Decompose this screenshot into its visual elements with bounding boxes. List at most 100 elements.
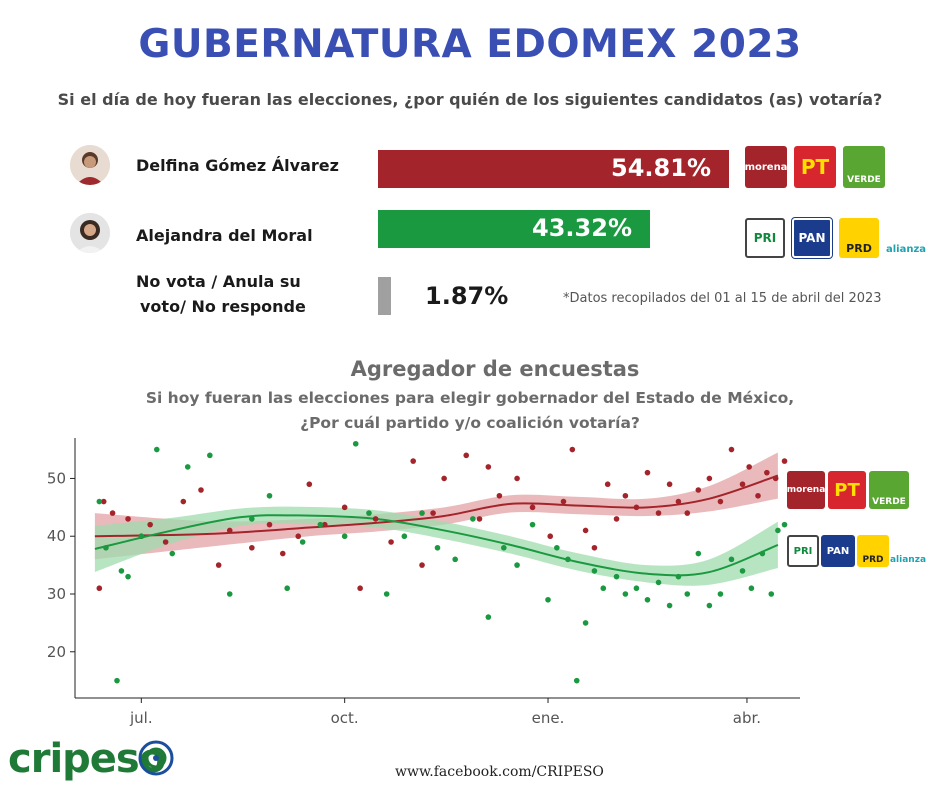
verde-logo-icon: VERDE xyxy=(869,471,909,509)
data-point xyxy=(675,498,682,505)
data-point xyxy=(434,544,441,551)
data-point xyxy=(775,527,781,534)
data-point xyxy=(138,533,145,540)
data-point xyxy=(103,544,109,551)
data-point xyxy=(666,481,673,488)
data-point xyxy=(125,516,131,522)
data-point xyxy=(717,498,724,505)
data-point xyxy=(591,544,598,551)
data-point xyxy=(746,464,752,470)
data-point xyxy=(266,521,273,528)
data-point xyxy=(147,521,153,528)
data-point xyxy=(706,475,713,482)
data-point xyxy=(565,556,571,563)
morena-logo-icon: morena xyxy=(787,471,825,509)
data-point xyxy=(633,504,640,511)
data-point xyxy=(644,596,651,603)
trend-line xyxy=(94,474,779,538)
data-point xyxy=(169,550,176,557)
data-point xyxy=(463,452,470,459)
data-point xyxy=(781,458,788,464)
x-tick-label: ene. xyxy=(532,709,565,727)
x-tick-label: oct. xyxy=(331,709,359,727)
data-point xyxy=(781,521,788,528)
data-point xyxy=(613,516,620,522)
confidence-band xyxy=(94,506,778,586)
data-point xyxy=(114,677,120,684)
data-point xyxy=(755,492,761,499)
data-point xyxy=(419,562,425,568)
party-logos-delfina: morena PT VERDE xyxy=(745,146,885,188)
confidence-band xyxy=(94,452,778,560)
nullvote-label-line2: voto/ No responde xyxy=(140,297,306,316)
x-tick-label: jul. xyxy=(129,709,153,727)
data-point xyxy=(198,487,204,493)
data-point xyxy=(706,602,713,609)
pt-logo-icon: PT xyxy=(828,471,866,509)
data-point xyxy=(96,585,103,592)
data-point xyxy=(739,481,746,488)
x-tick-label: abr. xyxy=(733,709,761,727)
data-point xyxy=(476,516,483,522)
data-point xyxy=(655,510,662,516)
data-point xyxy=(748,585,755,592)
candidate-name-delfina: Delfina Gómez Álvarez xyxy=(136,156,339,175)
data-point xyxy=(768,591,775,597)
bar-value-alejandra: 43.32% xyxy=(532,214,632,242)
data-point xyxy=(496,492,503,499)
prd-logo-icon: PRD xyxy=(857,535,889,567)
data-point xyxy=(279,550,286,557)
data-point xyxy=(529,504,536,511)
data-point xyxy=(321,521,328,528)
data-point xyxy=(600,585,607,592)
pan-logo-icon: PAN xyxy=(791,217,833,259)
data-point xyxy=(695,487,702,493)
page-title: GUBERNATURA EDOMEX 2023 xyxy=(138,22,802,67)
data-point xyxy=(622,492,629,499)
data-point xyxy=(372,516,379,522)
data-point xyxy=(514,562,520,568)
data-point xyxy=(501,544,507,551)
data-point xyxy=(215,562,222,568)
trend-line xyxy=(94,514,779,577)
data-point xyxy=(125,573,131,580)
alianza-logo-icon: alianza xyxy=(890,535,926,567)
data-point xyxy=(357,585,363,592)
data-point xyxy=(545,596,551,603)
facebook-url[interactable]: www.facebook.com/CRIPESO xyxy=(395,764,604,780)
y-tick-label: 40 xyxy=(47,527,66,545)
data-point xyxy=(249,516,255,522)
data-point xyxy=(266,492,273,499)
verde-logo-icon: VERDE xyxy=(843,146,885,188)
data-point xyxy=(560,498,567,505)
nullvote-label-line1: No vota / Anula su xyxy=(136,272,301,291)
person-icon xyxy=(70,213,110,253)
data-point xyxy=(728,556,735,563)
data-point xyxy=(633,585,640,592)
data-point xyxy=(109,510,116,516)
data-point xyxy=(419,510,425,516)
data-point xyxy=(613,573,620,580)
data-point xyxy=(684,591,691,597)
data-point xyxy=(306,481,313,488)
bar-nullvote xyxy=(378,277,391,315)
y-tick-label: 30 xyxy=(47,585,66,603)
data-point xyxy=(118,568,125,574)
data-point xyxy=(717,591,724,597)
data-point xyxy=(728,446,735,453)
data-point xyxy=(675,573,682,580)
data-point xyxy=(695,550,702,557)
data-point xyxy=(184,464,191,470)
data-point xyxy=(366,510,372,516)
morena-logo-icon: morena xyxy=(745,146,787,188)
data-point xyxy=(226,591,233,597)
bar-delfina: 54.81% xyxy=(378,150,729,188)
chart-logos-red: morena PT VERDE xyxy=(787,471,909,509)
person-icon xyxy=(70,145,110,185)
data-point xyxy=(582,527,589,534)
pt-logo-icon: PT xyxy=(794,146,836,188)
data-point xyxy=(410,458,416,464)
poll-aggregator-chart: 20 30 40 50 jul. oct. ene. abr. xyxy=(47,438,800,727)
data-point xyxy=(299,539,306,545)
data-point xyxy=(180,498,187,505)
